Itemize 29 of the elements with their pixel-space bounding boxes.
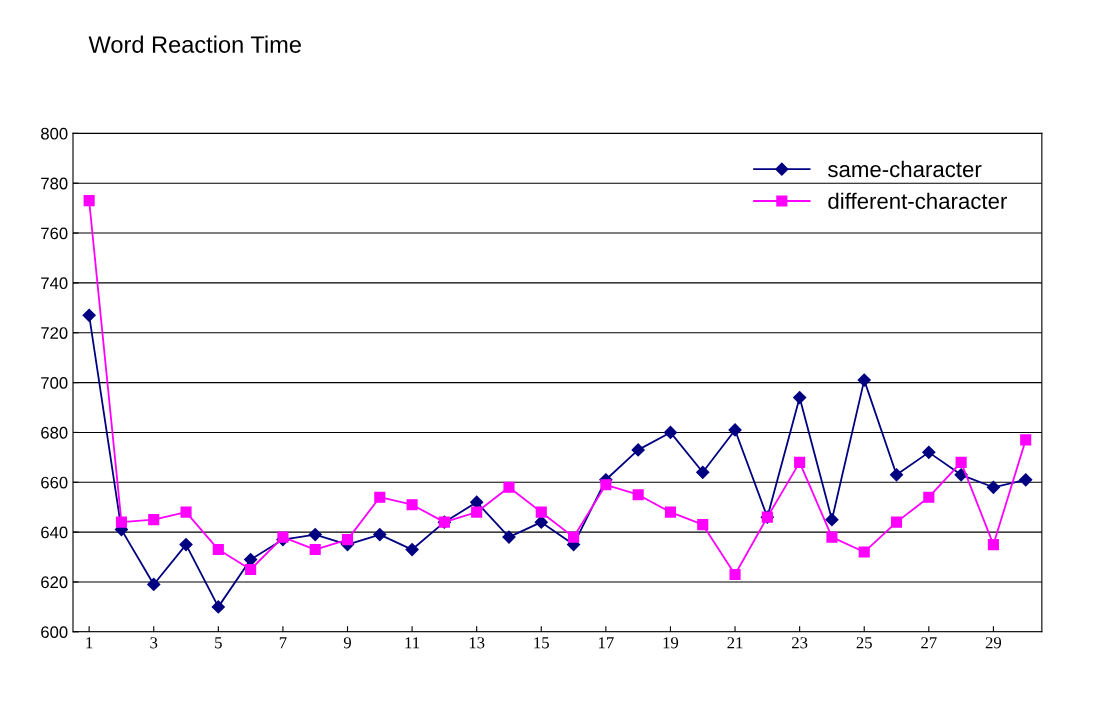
- x-tick-label: 23: [792, 637, 808, 649]
- x-tick-label: 1: [86, 637, 93, 649]
- y-tick-label: 740: [41, 277, 68, 290]
- x-tick-label: 9: [343, 637, 351, 649]
- x-tick-label: 17: [599, 637, 614, 649]
- y-tick-label: 680: [41, 426, 68, 439]
- x-tick-label: 29: [985, 637, 1002, 649]
- x-tick-label: 15: [534, 637, 549, 649]
- legend-label: same-character: [828, 160, 982, 178]
- y-tick-label: 760: [41, 227, 68, 240]
- y-tick-label: 700: [41, 376, 68, 389]
- y-tick-label: 660: [41, 476, 68, 489]
- y-tick-label: 640: [41, 526, 68, 539]
- x-tick-label: 11: [405, 637, 420, 649]
- x-tick-label: 27: [921, 637, 937, 649]
- y-tick-label: 800: [41, 127, 68, 140]
- x-tick-label: 5: [215, 637, 222, 649]
- y-tick-label: 720: [41, 327, 68, 339]
- chart-title: Word Reaction Time: [88, 35, 301, 53]
- x-tick-label: 3: [150, 637, 158, 649]
- x-tick-label: 21: [727, 637, 743, 649]
- x-tick-label: 25: [856, 637, 872, 649]
- y-tick-label: 600: [41, 626, 68, 638]
- x-tick-label: 13: [469, 637, 485, 649]
- x-tick-label: 7: [279, 637, 287, 649]
- y-tick-label: 780: [41, 177, 68, 190]
- x-tick-label: 19: [663, 637, 679, 649]
- legend-label: different-character: [828, 192, 1007, 210]
- y-tick-label: 620: [41, 576, 68, 589]
